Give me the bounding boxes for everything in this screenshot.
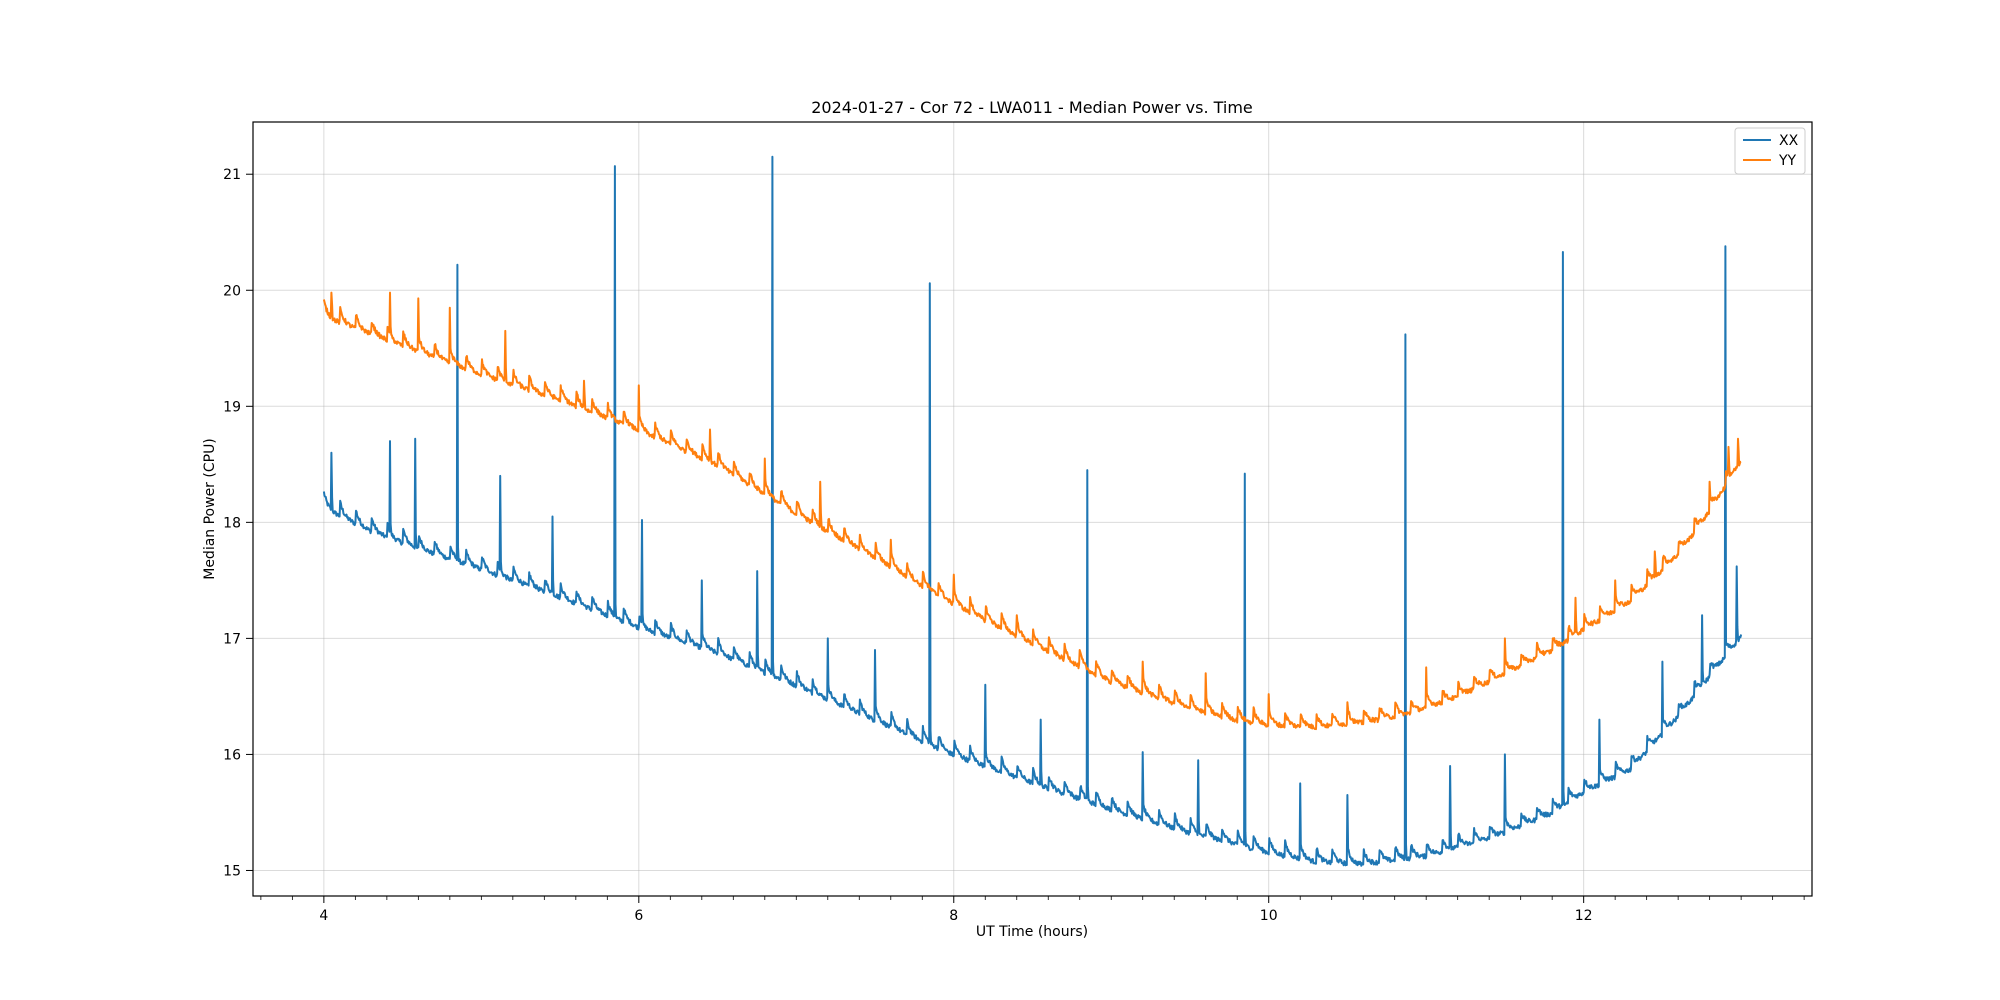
axis-ticks xyxy=(246,173,1585,903)
series-line-yy xyxy=(322,291,1742,731)
y-axis-label: Median Power (CPU) xyxy=(202,438,218,580)
legend-label-yy: YY xyxy=(1778,153,1797,169)
y-tick-label: 19 xyxy=(223,399,241,415)
series-line-xx xyxy=(322,155,1743,867)
y-tick-label: 20 xyxy=(223,283,241,299)
y-tick-label: 16 xyxy=(223,747,241,763)
x-tick-label: 6 xyxy=(634,908,643,924)
grid-lines xyxy=(253,122,1812,896)
plot-frame xyxy=(252,121,1813,897)
x-tick-label: 4 xyxy=(319,908,328,924)
legend-label-xx: XX xyxy=(1779,133,1799,149)
tick-labels: 4 6 8 10 12 15 16 17 18 19 20 21 xyxy=(223,167,1592,924)
x-axis-label: UT Time (hours) xyxy=(976,924,1088,940)
x-tick-label: 12 xyxy=(1575,908,1593,924)
series-layer xyxy=(322,155,1743,867)
y-tick-label: 15 xyxy=(223,863,241,879)
chart-title: 2024-01-27 - Cor 72 - LWA011 - Median Po… xyxy=(811,98,1253,117)
x-minor-ticks xyxy=(260,896,1805,900)
legend: XX YY xyxy=(1734,127,1806,175)
x-tick-label: 8 xyxy=(949,908,958,924)
y-tick-label: 21 xyxy=(223,167,241,183)
y-tick-label: 18 xyxy=(223,515,241,531)
y-tick-label: 17 xyxy=(223,631,241,647)
x-tick-label: 10 xyxy=(1260,908,1278,924)
